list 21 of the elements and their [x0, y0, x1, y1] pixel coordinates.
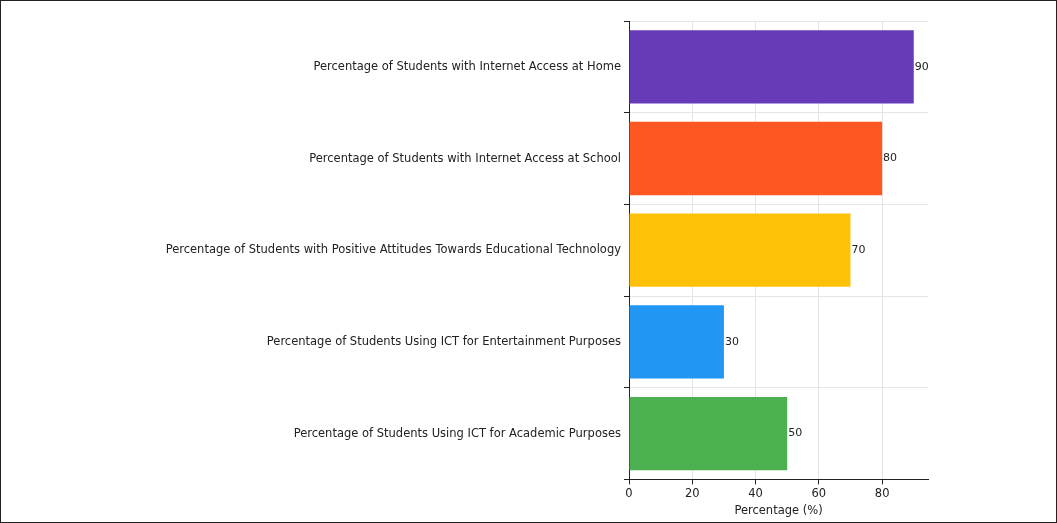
bar	[629, 305, 724, 379]
y-tick-label: Percentage of Students with Internet Access at Home	[313, 58, 621, 73]
x-tick-label: 80	[874, 486, 890, 501]
y-tick-label: Percentage of Students Using ICT for Entertainment Purposes	[266, 333, 621, 348]
bar	[629, 30, 914, 104]
data-label: 30	[724, 334, 739, 348]
bar	[629, 213, 851, 287]
data-label: 50	[788, 426, 803, 440]
data-label: 80	[883, 151, 898, 165]
x-tick-label: 60	[811, 486, 827, 501]
x-tick-label: 40	[748, 486, 763, 501]
x-axis-title: Percentage (%)	[734, 503, 823, 518]
data-label: 70	[851, 243, 866, 257]
bar	[629, 396, 788, 471]
bar	[629, 121, 883, 196]
x-tick-label: 20	[684, 486, 700, 501]
y-tick-label: Percentage of Students with Positive Attitudes Towards Educational Technology	[165, 242, 622, 257]
data-label: 90	[914, 59, 929, 73]
x-tick-label: 0	[625, 486, 633, 501]
y-tick-label: Percentage of Students with Internet Access at School	[309, 150, 621, 165]
y-tick-label: Percentage of Students Using ICT for Academic Purposes	[293, 425, 621, 440]
